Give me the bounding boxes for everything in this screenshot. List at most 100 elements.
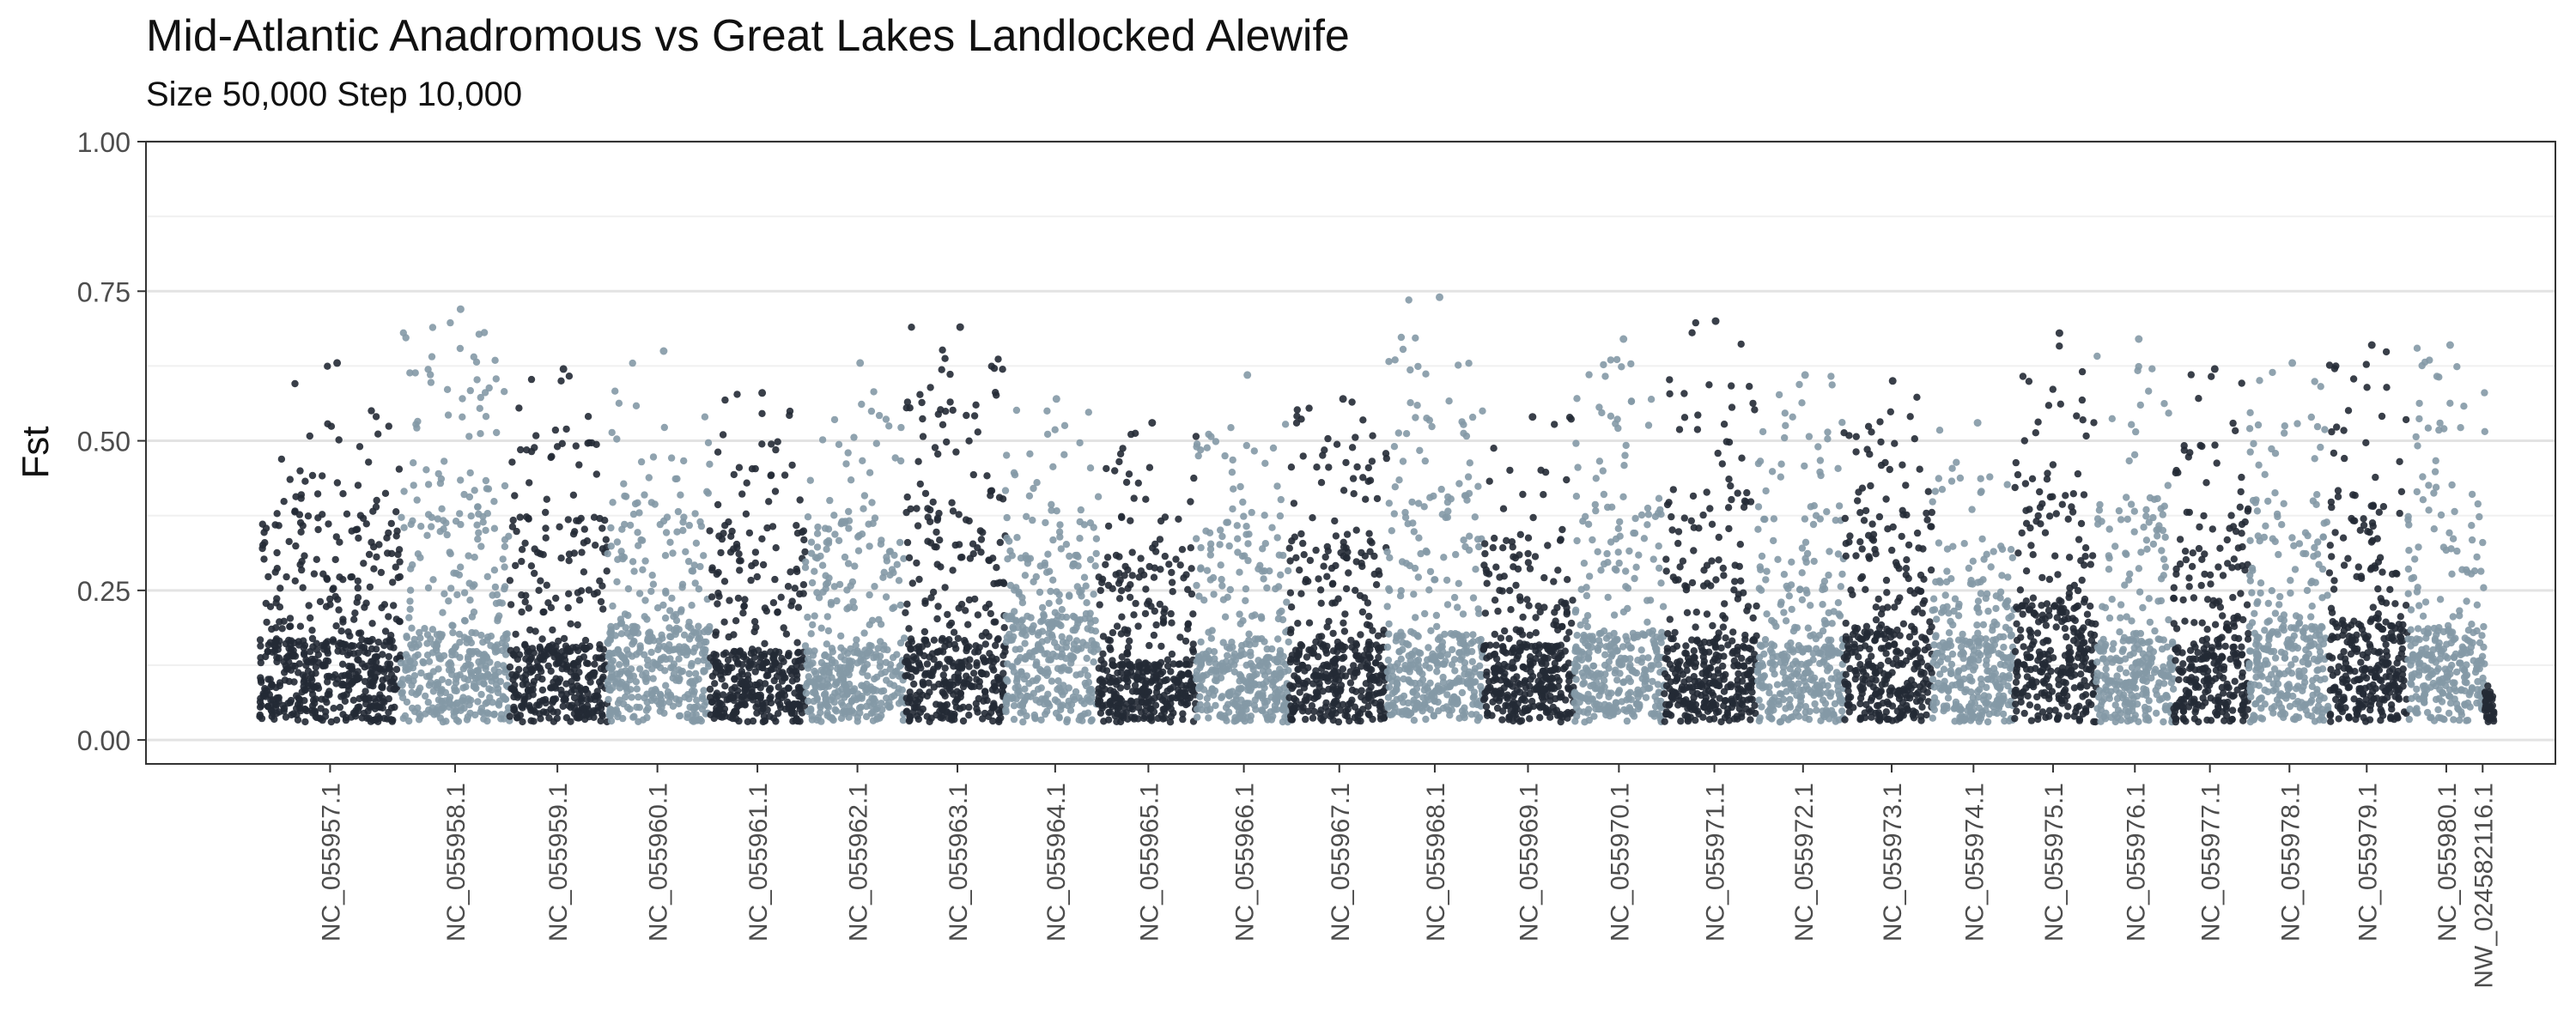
data-point bbox=[808, 579, 817, 587]
data-point bbox=[811, 554, 820, 561]
data-point bbox=[828, 656, 836, 664]
data-point bbox=[1023, 672, 1031, 680]
data-point bbox=[613, 538, 622, 546]
data-point bbox=[811, 647, 818, 655]
data-point bbox=[1161, 698, 1169, 706]
data-point bbox=[494, 617, 501, 625]
data-point bbox=[885, 422, 893, 430]
data-point bbox=[870, 388, 878, 396]
data-point bbox=[580, 525, 588, 533]
data-point bbox=[1134, 479, 1143, 487]
data-point bbox=[454, 718, 463, 725]
data-point bbox=[424, 699, 432, 706]
data-point bbox=[661, 667, 669, 675]
data-point bbox=[1131, 682, 1139, 689]
data-point bbox=[1290, 705, 1297, 712]
data-point bbox=[347, 713, 355, 721]
data-point bbox=[598, 524, 606, 532]
data-point bbox=[995, 718, 1003, 726]
data-point bbox=[720, 705, 729, 713]
data-point bbox=[535, 701, 543, 709]
data-point bbox=[335, 606, 343, 614]
data-point bbox=[896, 663, 904, 670]
data-point bbox=[774, 608, 781, 616]
data-point bbox=[918, 398, 926, 407]
data-point bbox=[876, 658, 884, 666]
data-point bbox=[919, 415, 927, 423]
data-point bbox=[689, 679, 697, 688]
data-point bbox=[467, 648, 475, 656]
data-point bbox=[1103, 554, 1112, 561]
data-point bbox=[477, 690, 485, 699]
data-point bbox=[1385, 630, 1393, 638]
data-point bbox=[827, 598, 835, 607]
data-point bbox=[1427, 627, 1435, 634]
data-point bbox=[685, 618, 693, 627]
data-point bbox=[858, 400, 866, 409]
data-point bbox=[793, 639, 801, 646]
data-point bbox=[424, 366, 432, 373]
data-point bbox=[667, 454, 676, 462]
data-point bbox=[1192, 433, 1200, 440]
data-point bbox=[1477, 635, 1485, 644]
data-point bbox=[933, 560, 941, 568]
data-point bbox=[962, 639, 969, 646]
data-point bbox=[1358, 560, 1365, 567]
data-point bbox=[1176, 561, 1184, 569]
data-point bbox=[599, 652, 607, 661]
data-point bbox=[952, 645, 960, 652]
data-point bbox=[739, 653, 748, 661]
data-point bbox=[552, 643, 560, 651]
data-point bbox=[758, 663, 766, 671]
data-point bbox=[769, 599, 778, 607]
data-point bbox=[428, 353, 436, 360]
data-point bbox=[1095, 700, 1103, 708]
data-point bbox=[476, 404, 483, 412]
data-point bbox=[1122, 478, 1131, 487]
data-point bbox=[1112, 571, 1120, 579]
data-point bbox=[459, 395, 466, 403]
data-point bbox=[751, 668, 759, 676]
data-point bbox=[1309, 514, 1316, 522]
data-point bbox=[601, 517, 609, 524]
data-point bbox=[717, 548, 725, 557]
data-point bbox=[608, 650, 616, 657]
data-point bbox=[361, 677, 369, 686]
data-point bbox=[1297, 590, 1305, 597]
data-point bbox=[1054, 686, 1061, 694]
data-point bbox=[1081, 679, 1090, 688]
data-point bbox=[257, 658, 264, 667]
data-point bbox=[285, 677, 293, 686]
data-point bbox=[545, 714, 553, 722]
data-point bbox=[821, 651, 829, 659]
data-point bbox=[1236, 482, 1244, 491]
data-point bbox=[629, 558, 637, 566]
data-point bbox=[1450, 593, 1459, 602]
data-point bbox=[1475, 609, 1483, 617]
data-point bbox=[772, 544, 780, 552]
data-point bbox=[1229, 505, 1236, 513]
data-point bbox=[301, 687, 309, 694]
data-point bbox=[1321, 553, 1329, 561]
data-point bbox=[320, 642, 328, 650]
data-point bbox=[1389, 701, 1397, 709]
data-point bbox=[774, 710, 782, 718]
data-point bbox=[906, 688, 914, 696]
data-point bbox=[1086, 555, 1095, 564]
data-point bbox=[353, 598, 361, 606]
data-point bbox=[1134, 622, 1142, 630]
data-point bbox=[930, 656, 938, 663]
data-point bbox=[1099, 633, 1108, 640]
data-point bbox=[756, 691, 764, 700]
data-point bbox=[378, 603, 386, 612]
data-point bbox=[1250, 701, 1259, 710]
data-point bbox=[1145, 562, 1153, 571]
data-point bbox=[1492, 641, 1500, 649]
data-point bbox=[597, 597, 605, 606]
data-point bbox=[585, 586, 592, 594]
data-point bbox=[939, 346, 946, 354]
data-point bbox=[1341, 610, 1349, 618]
data-point bbox=[854, 690, 862, 698]
data-point bbox=[685, 694, 693, 703]
data-point bbox=[256, 703, 264, 711]
